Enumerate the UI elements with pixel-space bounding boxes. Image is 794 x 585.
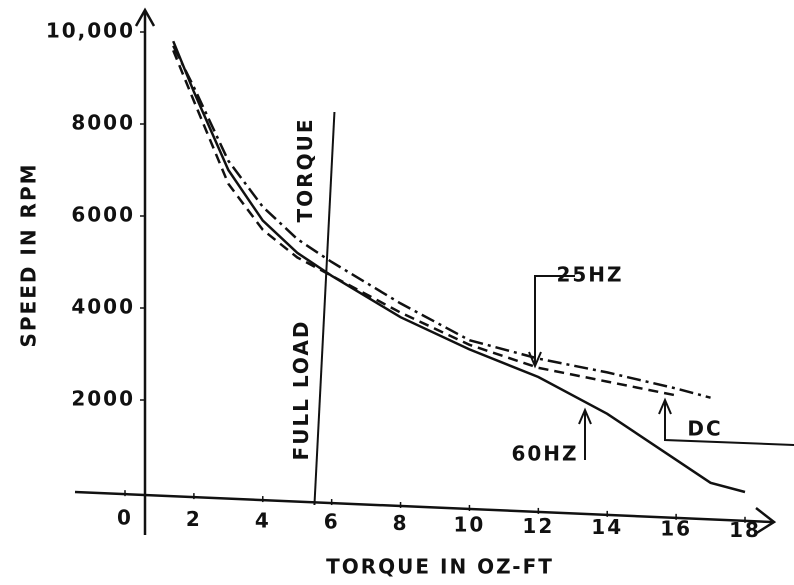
- x-tick-label: 4: [255, 508, 271, 532]
- y-tick-label: 10,000: [46, 19, 135, 43]
- x-tick-label: 16: [660, 517, 692, 541]
- callout-arrow: [658, 397, 794, 446]
- series-label: 60HZ: [511, 442, 578, 466]
- full-load-label: TORQUE: [293, 118, 317, 223]
- series-line: [172, 45, 711, 399]
- x-tick-label: 12: [522, 514, 554, 538]
- full-load-line: [313, 111, 336, 506]
- y-tick-label: 8000: [71, 111, 135, 135]
- y-tick-label: 2000: [71, 387, 135, 411]
- x-axis-title: TORQUE IN OZ-FT: [326, 555, 554, 579]
- y-tick-label: 4000: [71, 295, 135, 319]
- x-tick-label: 6: [324, 510, 340, 534]
- x-tick-label: 0: [117, 506, 133, 530]
- x-tick-label: 18: [729, 518, 761, 542]
- x-tick-label: 14: [591, 515, 623, 539]
- y-axis-title: SPEED IN RPM: [17, 162, 41, 347]
- series-line: [172, 49, 677, 397]
- x-tick-label: 2: [186, 507, 202, 531]
- series-line: [172, 40, 746, 494]
- y-tick-label: 6000: [71, 203, 135, 227]
- x-axis-arrow: [754, 507, 777, 536]
- callout-arrow: [528, 275, 575, 369]
- x-axis: [74, 490, 773, 524]
- series-label: DC: [687, 417, 722, 441]
- y-axis-arrow: [134, 7, 156, 27]
- series-label: 25HZ: [556, 263, 623, 287]
- x-tick-label: 8: [393, 511, 409, 535]
- x-tick-label: 10: [454, 512, 486, 536]
- full-load-label: FULL LOAD: [289, 320, 313, 461]
- callout-arrow: [578, 407, 592, 460]
